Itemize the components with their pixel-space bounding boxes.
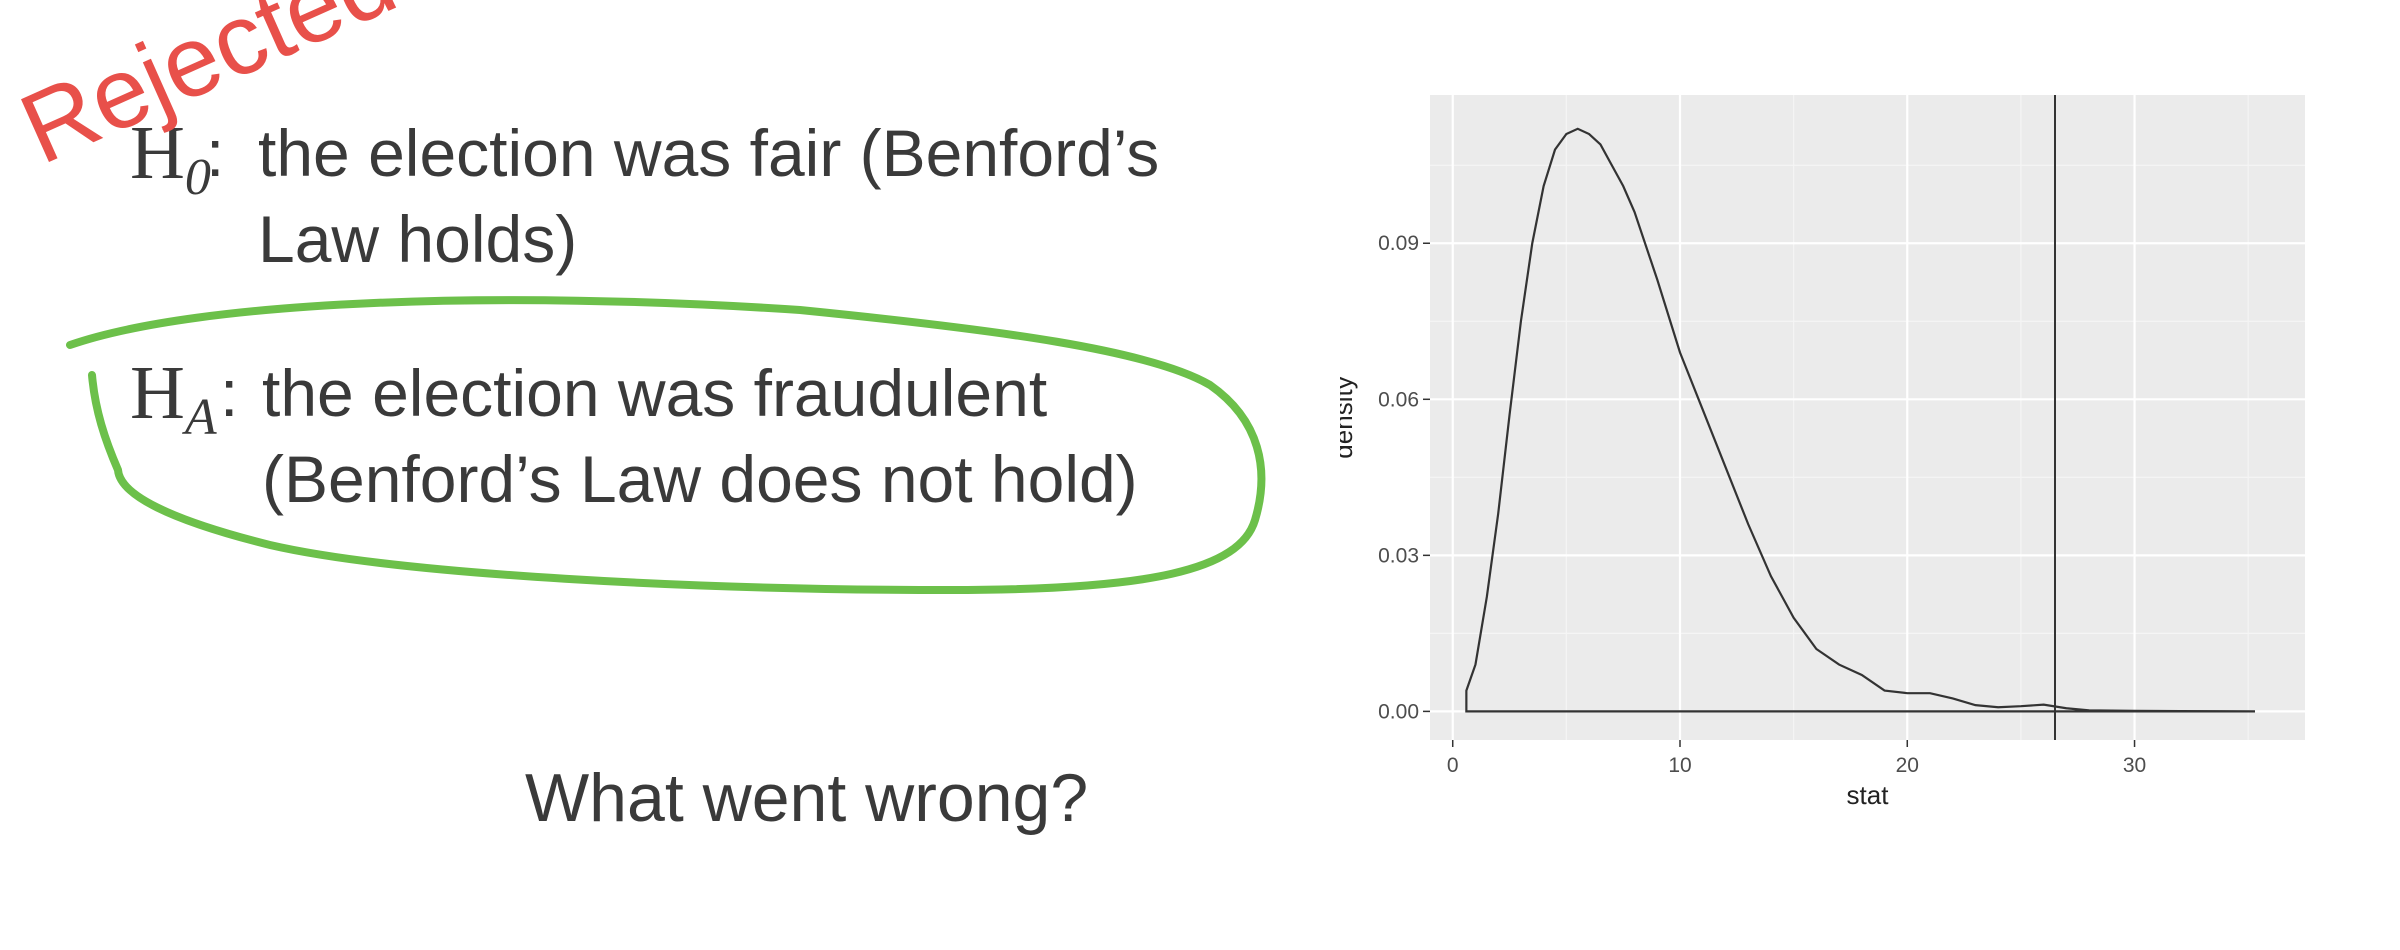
alternative-hypothesis-line2: (Benford’s Law does not hold) bbox=[262, 442, 1138, 516]
null-hypothesis-line2: Law holds) bbox=[258, 202, 578, 276]
y-tick-label: 0.00 bbox=[1378, 700, 1419, 723]
h0-symbol: H0 bbox=[130, 111, 211, 206]
density-chart: 0 10 20 30 0.00 0.03 0.06 0.09 stat density bbox=[1340, 95, 2305, 810]
y-axis-ticks: 0.00 0.03 0.06 0.09 bbox=[1378, 232, 1430, 723]
y-tick-label: 0.03 bbox=[1378, 544, 1419, 567]
h0-colon: : bbox=[206, 116, 225, 190]
minor-gridlines bbox=[1430, 95, 2305, 740]
x-tick-label: 10 bbox=[1668, 754, 1691, 777]
null-hypothesis-line1: the election was fair (Benford’s bbox=[258, 116, 1160, 190]
plot-panel bbox=[1430, 95, 2305, 740]
x-tick-label: 20 bbox=[1896, 754, 1919, 777]
x-tick-label: 0 bbox=[1447, 754, 1459, 777]
y-axis-label: density bbox=[1340, 376, 1358, 458]
alternative-hypothesis-line1: the election was fraudulent bbox=[262, 356, 1048, 430]
y-tick-label: 0.06 bbox=[1378, 388, 1419, 411]
major-gridlines bbox=[1430, 95, 2305, 740]
ha-colon: : bbox=[220, 356, 239, 430]
density-curve bbox=[1465, 127, 2256, 713]
y-tick-label: 0.09 bbox=[1378, 232, 1419, 255]
circle-stroke bbox=[66, 296, 1266, 595]
ha-symbol: HA bbox=[130, 351, 217, 446]
x-axis-ticks: 0 10 20 30 bbox=[1447, 740, 2146, 777]
question-text: What went wrong? bbox=[525, 760, 1089, 836]
x-axis-label: stat bbox=[1847, 780, 1890, 810]
x-tick-label: 30 bbox=[2123, 754, 2146, 777]
